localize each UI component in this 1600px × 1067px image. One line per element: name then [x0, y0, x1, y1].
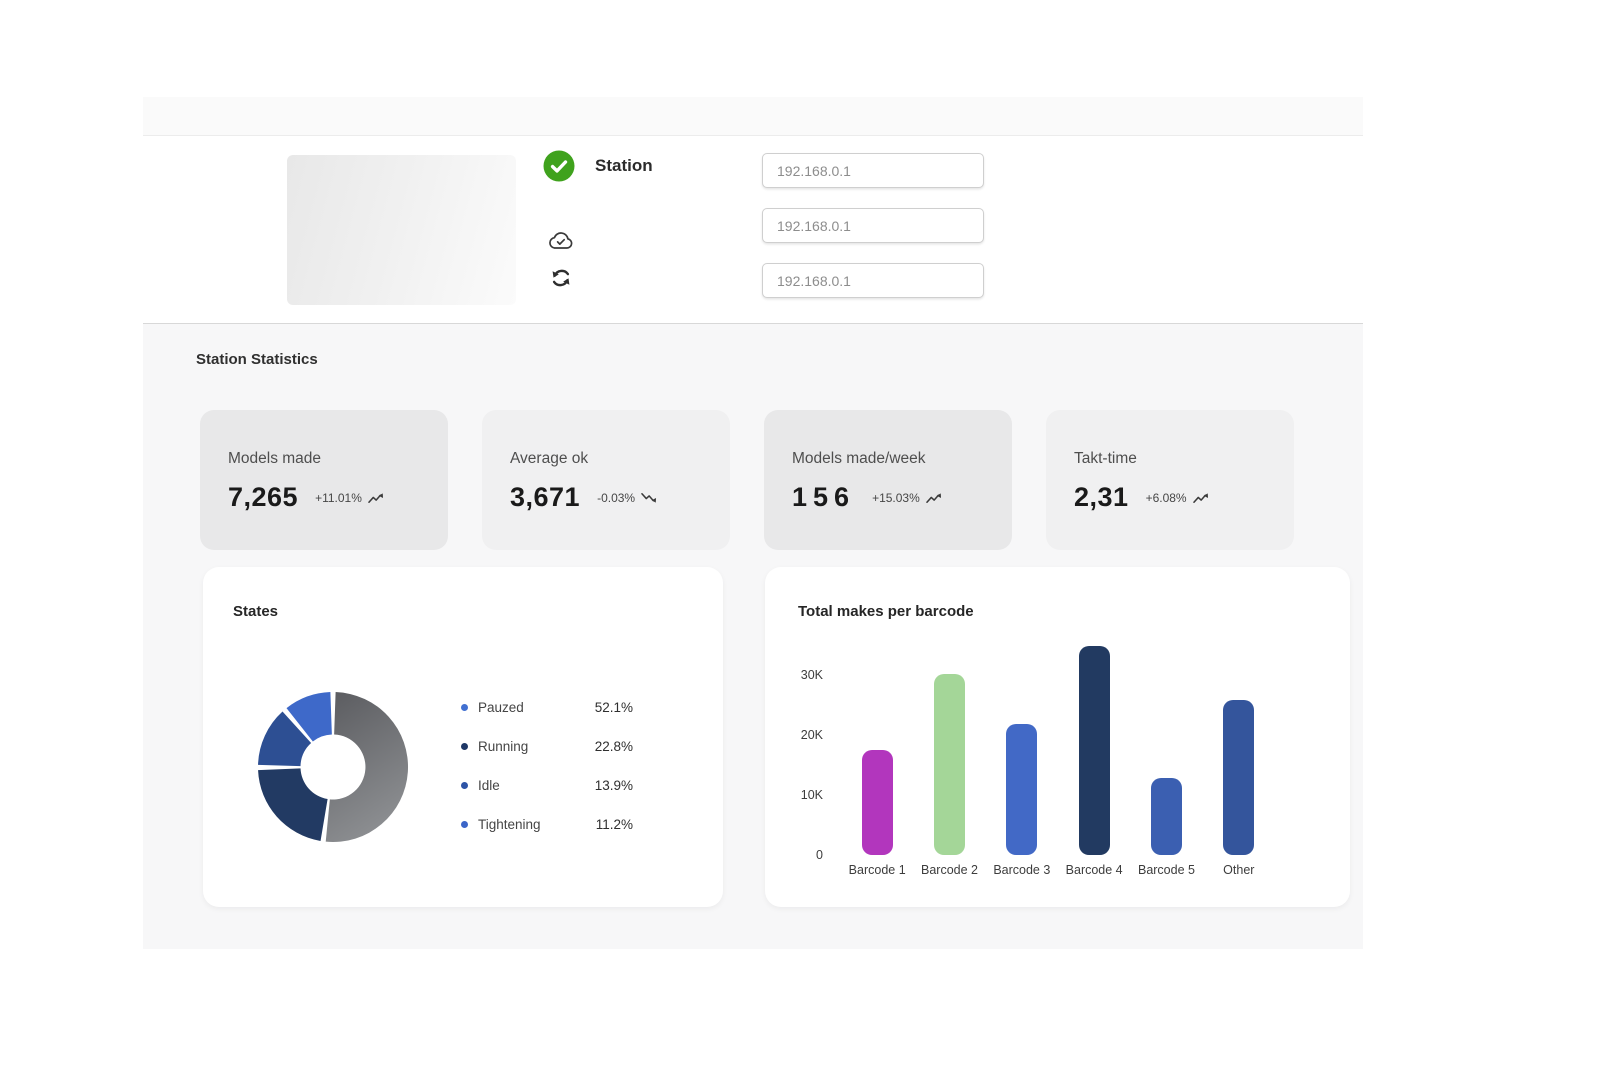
cloud-check-icon[interactable]: [547, 229, 575, 253]
dashboard-frame: Station Station Statistics Models made 7…: [143, 97, 1363, 949]
bar-other: [1223, 700, 1255, 855]
donut-slice-pauzed: [325, 692, 409, 843]
stat-card-delta: +15.03%: [872, 490, 920, 505]
stat-card-value-row: 156 +15.03%: [792, 482, 1012, 513]
y-tick-label: 10K: [800, 788, 823, 802]
stat-card-value: 156: [792, 482, 856, 512]
legend-dot: [461, 704, 468, 711]
stat-card: Models made 7,265 +11.01%: [200, 410, 448, 550]
trend-icon: [1192, 492, 1208, 503]
bar-barcode-2: [933, 674, 965, 855]
legend-label: Idle: [478, 778, 500, 793]
states-donut-chart: [258, 692, 409, 843]
legend-item: Pauzed 52.1%: [461, 699, 633, 716]
stat-cards-row: Models made 7,265 +11.01% Average ok 3,6…: [200, 410, 1294, 550]
ip-address-input[interactable]: [762, 208, 984, 243]
bar-column: [986, 639, 1058, 855]
station-statistics-panel: Station Statistics Models made 7,265 +11…: [143, 324, 1363, 949]
legend-value: 13.9%: [594, 778, 633, 793]
x-tick-label: Barcode 3: [993, 863, 1051, 877]
legend-value: 22.8%: [594, 739, 633, 754]
legend-dot: [461, 782, 468, 789]
y-tick-label: 20K: [800, 728, 823, 742]
y-tick-label: 0: [816, 848, 823, 862]
donut-slice-tightening: [286, 692, 332, 742]
bar-chart-plot-area: [841, 639, 1275, 855]
station-title: Station: [595, 156, 653, 175]
bar-chart-x-axis: Barcode 1 Barcode 2 Barcode 3 Barcode 4 Barc…: [841, 863, 1275, 877]
station-header-section: Station: [143, 136, 1363, 324]
trend-icon: [925, 492, 941, 503]
station-image-placeholder: [287, 155, 516, 305]
bar-chart-y-axis: 0 10K 20K 30K: [765, 567, 1350, 907]
stat-card-delta: +6.08%: [1145, 490, 1187, 505]
legend-item: Idle 13.9%: [461, 777, 633, 794]
sync-icon[interactable]: [549, 265, 573, 291]
bar-column: [1058, 639, 1130, 855]
states-title: States: [233, 603, 279, 620]
donut-slice-running: [258, 768, 328, 841]
y-tick-label: 30K: [800, 668, 823, 682]
legend-label: Tightening: [478, 817, 541, 832]
status-check-icon: [543, 150, 575, 182]
states-card: States Pauzed 52.1% Running 22.8% Idle 1…: [203, 567, 723, 907]
x-tick-label: Barcode 5: [1137, 863, 1195, 877]
trend-icon: [368, 492, 383, 503]
barcode-chart-card: Total makes per barcode 0 10K 20K 30K Barco…: [765, 567, 1350, 907]
charts-row: States Pauzed 52.1% Running 22.8% Idle 1…: [143, 567, 1363, 907]
legend-item: Tightening 11.2%: [461, 816, 633, 833]
legend-label: Pauzed: [478, 700, 524, 715]
station-statistics-title: Station Statistics: [196, 351, 318, 368]
stat-card-value: 2,31: [1074, 482, 1129, 512]
legend-item: Running 22.8%: [461, 738, 633, 755]
legend-dot: [461, 821, 468, 828]
stat-card-value-row: 3,671 -0.03%: [510, 482, 730, 513]
top-bar: [143, 97, 1363, 136]
x-tick-label: Other: [1223, 863, 1255, 877]
legend-dot: [461, 743, 468, 750]
stat-card: Average ok 3,671 -0.03%: [482, 410, 730, 550]
bar-barcode-5: [1150, 778, 1182, 855]
stat-card-delta: +11.01%: [315, 490, 362, 505]
stat-card-value-row: 7,265 +11.01%: [228, 482, 448, 513]
bar-column: [1130, 639, 1202, 855]
barcode-chart-title: Total makes per barcode: [798, 603, 974, 620]
stat-card-value-row: 2,31 +6.08%: [1074, 482, 1294, 513]
stat-card-label: Models made/week: [792, 450, 926, 467]
x-tick-label: Barcode 1: [848, 863, 906, 877]
donut-slice-idle: [258, 711, 312, 767]
legend-label: Running: [478, 739, 529, 754]
bar-barcode-1: [861, 750, 893, 855]
stat-card: Takt-time 2,31 +6.08%: [1046, 410, 1294, 550]
stat-card-label: Average ok: [510, 450, 589, 467]
states-legend: Pauzed 52.1% Running 22.8% Idle 13.9% Ti…: [461, 699, 633, 855]
bar-barcode-4: [1078, 646, 1110, 855]
bar-column: [913, 639, 985, 855]
stat-card-label: Takt-time: [1074, 450, 1137, 467]
stat-card-delta: -0.03%: [597, 490, 636, 505]
stat-card-label: Models made: [228, 450, 322, 467]
bar-column: [1203, 639, 1275, 855]
x-tick-label: Barcode 4: [1065, 863, 1123, 877]
stat-card: Models made/week 156 +15.03%: [764, 410, 1012, 550]
x-tick-label: Barcode 2: [921, 863, 978, 877]
ip-address-input[interactable]: [762, 153, 984, 188]
bar-column: [841, 639, 913, 855]
bar-barcode-3: [1006, 724, 1038, 855]
trend-icon: [641, 492, 657, 503]
ip-address-input[interactable]: [762, 263, 984, 298]
stat-card-value: 7,265: [228, 482, 299, 512]
legend-value: 11.2%: [595, 817, 633, 832]
stat-card-value: 3,671: [510, 482, 581, 512]
ip-input-group: [762, 136, 984, 323]
legend-value: 52.1%: [594, 700, 633, 715]
